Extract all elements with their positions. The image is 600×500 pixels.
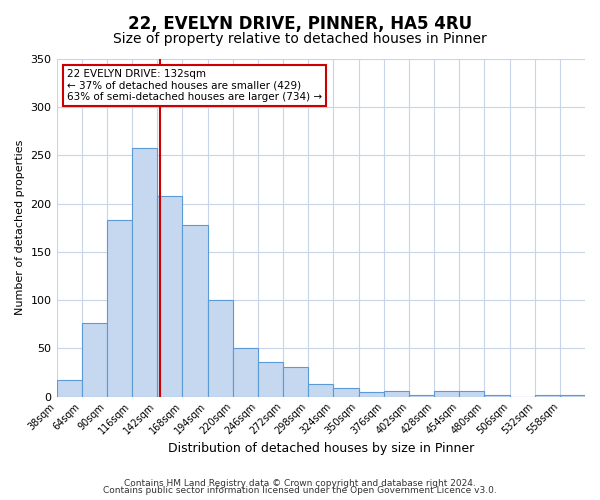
- Bar: [107, 220, 132, 396]
- Text: 22, EVELYN DRIVE, PINNER, HA5 4RU: 22, EVELYN DRIVE, PINNER, HA5 4RU: [128, 15, 472, 33]
- Bar: [258, 362, 283, 396]
- Bar: [132, 148, 157, 396]
- Text: Contains public sector information licensed under the Open Government Licence v3: Contains public sector information licen…: [103, 486, 497, 495]
- Bar: [182, 225, 208, 396]
- Bar: [233, 348, 258, 397]
- Bar: [157, 196, 182, 396]
- Bar: [56, 380, 82, 396]
- Text: Size of property relative to detached houses in Pinner: Size of property relative to detached ho…: [113, 32, 487, 46]
- Bar: [434, 391, 459, 396]
- Bar: [535, 394, 560, 396]
- Bar: [82, 324, 107, 396]
- Bar: [409, 394, 434, 396]
- Bar: [334, 388, 359, 396]
- Text: 22 EVELYN DRIVE: 132sqm
← 37% of detached houses are smaller (429)
63% of semi-d: 22 EVELYN DRIVE: 132sqm ← 37% of detache…: [67, 69, 322, 102]
- Bar: [283, 366, 308, 396]
- Bar: [459, 391, 484, 396]
- Text: Contains HM Land Registry data © Crown copyright and database right 2024.: Contains HM Land Registry data © Crown c…: [124, 478, 476, 488]
- Bar: [560, 394, 585, 396]
- Y-axis label: Number of detached properties: Number of detached properties: [15, 140, 25, 316]
- Bar: [359, 392, 383, 396]
- Bar: [308, 384, 334, 396]
- X-axis label: Distribution of detached houses by size in Pinner: Distribution of detached houses by size …: [167, 442, 474, 455]
- Bar: [383, 391, 409, 396]
- Bar: [484, 394, 509, 396]
- Bar: [208, 300, 233, 396]
